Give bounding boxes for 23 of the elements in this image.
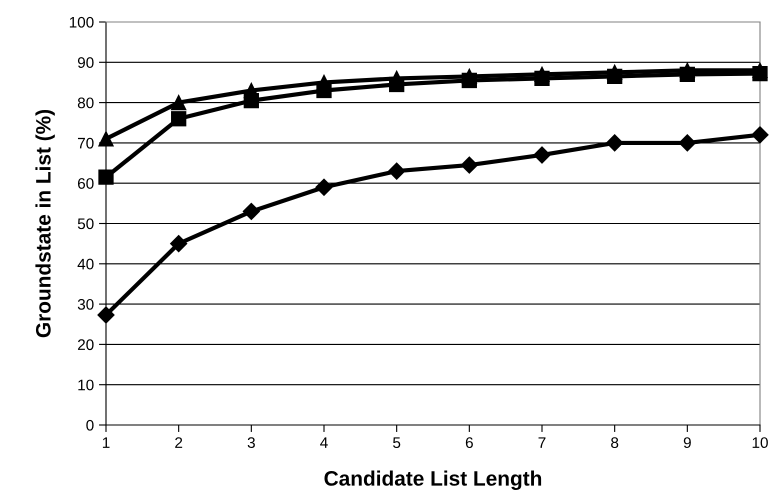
x-tick-label: 9	[684, 437, 691, 448]
x-tick-label: 8	[611, 437, 618, 448]
x-tick-label: 5	[393, 437, 400, 448]
y-tick-label: 90	[78, 57, 94, 68]
y-axis-title: Groundstate in List (%)	[35, 110, 55, 338]
x-tick-label: 10	[752, 437, 768, 448]
y-tick-label: 40	[78, 258, 94, 270]
x-tick-label: 3	[248, 437, 255, 448]
x-tick-label: 6	[466, 437, 473, 448]
y-tick-label: 20	[78, 339, 94, 350]
x-tick-label: 4	[320, 437, 328, 448]
x-tick-label: 1	[102, 437, 110, 448]
y-tick-label: 50	[78, 218, 94, 230]
y-tick-label: 10	[78, 380, 94, 390]
y-tick-label: 0	[86, 420, 94, 431]
y-tick-label: 80	[78, 97, 94, 108]
y-tick-label: 70	[78, 138, 94, 149]
x-axis-title: Candidate List Length	[324, 470, 542, 490]
x-tick-label: 2	[175, 437, 182, 448]
y-tick-label: 60	[78, 178, 94, 189]
x-tick-label: 7	[538, 437, 546, 448]
y-tick-label: 100	[70, 16, 94, 28]
y-tick-label: 30	[78, 298, 94, 310]
